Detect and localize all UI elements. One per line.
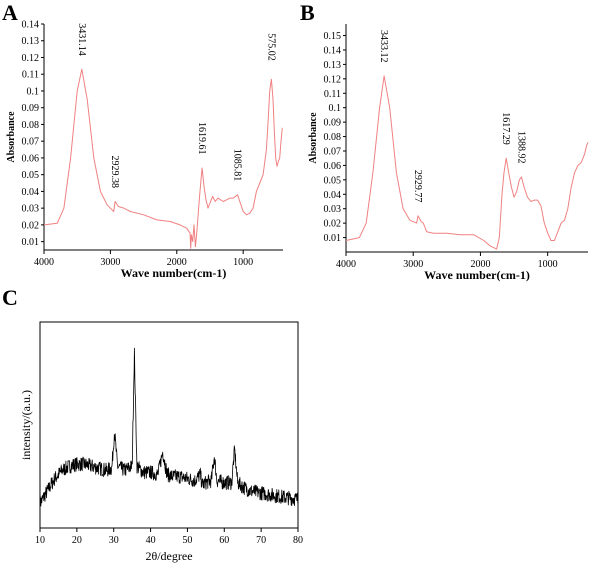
peak-label: 2929.38: [109, 155, 120, 188]
panel-letter-b: B: [300, 0, 315, 25]
peak-label: 1085.81: [232, 149, 243, 182]
x-tick-label: 70: [256, 535, 266, 546]
panel-letter-c: C: [2, 285, 18, 310]
y-tick-label: 0.11: [324, 89, 341, 100]
y-axis-label: Absorbance: [308, 112, 319, 164]
x-tick-label: 4000: [34, 257, 54, 268]
y-tick-label: 0.08: [22, 120, 40, 131]
y-tick-label: 0.1: [27, 86, 40, 97]
x-tick-label: 30: [109, 535, 119, 546]
x-tick-label: 3000: [403, 259, 423, 270]
y-tick-label: 0.15: [324, 31, 342, 42]
y-tick-label: 0.05: [22, 170, 40, 181]
peak-label: 2929.77: [412, 170, 423, 203]
y-tick-label: 0.03: [22, 204, 40, 215]
y-tick-label: 0.05: [324, 175, 342, 186]
x-tick-label: 1000: [233, 257, 253, 268]
y-tick-label: 0.11: [22, 70, 39, 81]
x-axis-label: Wave number(cm-1): [121, 266, 227, 280]
peak-label: 3431.14: [76, 23, 87, 56]
x-tick-label: 60: [219, 535, 229, 546]
series-line: [39, 347, 299, 511]
y-tick-label: 0.12: [22, 53, 40, 64]
y-tick-label: 0.07: [324, 146, 342, 157]
x-axis-label: 2θ/degree: [145, 549, 192, 563]
y-tick-label: 0.01: [22, 237, 40, 248]
peak-label: 1619.61: [196, 122, 207, 155]
y-tick-label: 0.02: [22, 220, 40, 231]
series-line: [43, 68, 283, 249]
y-tick-label: 0.06: [324, 161, 342, 172]
y-tick-label: 0.06: [22, 153, 40, 164]
y-tick-label: 0.09: [324, 118, 342, 129]
x-tick-label: 50: [182, 535, 192, 546]
y-tick-label: 0.03: [324, 204, 342, 215]
y-tick-label: 0.04: [22, 187, 40, 198]
y-tick-label: 0.14: [324, 45, 342, 56]
y-tick-label: 0.12: [324, 74, 342, 85]
xrd-chart-c: 10 20 30 40 50 60 70 80 2θ/degree intensity/(a.u.…: [19, 321, 303, 563]
y-tick-label: 0.1: [329, 103, 342, 114]
x-tick-label: 20: [72, 535, 82, 546]
x-tick-label: 3000: [100, 257, 120, 268]
x-tick-label: 1000: [538, 259, 558, 270]
series-line: [345, 75, 589, 250]
y-axis-label: Absorbance: [6, 111, 17, 163]
x-tick-label: 2000: [167, 257, 187, 268]
y-tick-label: 0.13: [22, 36, 40, 47]
plot-frame: [39, 321, 299, 529]
peak-label: 1388.92: [516, 131, 527, 164]
x-axis-label: Wave number(cm-1): [424, 268, 530, 282]
ftir-chart-b: 4000 3000 2000 1000 0.01 0.02 0.03 0.04 0.05 0.06…: [308, 24, 589, 282]
y-tick-label: 0.13: [324, 60, 342, 71]
ftir-chart-a: 4000 3000 2000 1000 0.01 0.02 0.03 0.04 0.05 0.06…: [6, 20, 283, 280]
y-tick-label: 0.08: [324, 132, 342, 143]
y-tick-label: 0.07: [22, 137, 40, 148]
x-tick-label: 10: [35, 535, 45, 546]
y-tick-label: 0.01: [324, 233, 342, 244]
peak-label: 3433.12: [378, 30, 389, 63]
y-tick-label: 0.14: [22, 20, 40, 31]
peak-label: 575.02: [265, 33, 276, 61]
y-tick-label: 0.09: [22, 103, 40, 114]
x-tick-label: 4000: [336, 259, 356, 270]
y-axis-label: intensity/(a.u.): [19, 390, 33, 460]
peak-label: 1617.29: [500, 112, 511, 145]
x-tick-label: 80: [293, 535, 303, 546]
y-tick-label: 0.04: [324, 190, 342, 201]
x-tick-label: 40: [146, 535, 156, 546]
panel-letter-a: A: [2, 0, 18, 25]
x-tick-label: 2000: [470, 259, 490, 270]
y-tick-label: 0.02: [324, 219, 342, 230]
